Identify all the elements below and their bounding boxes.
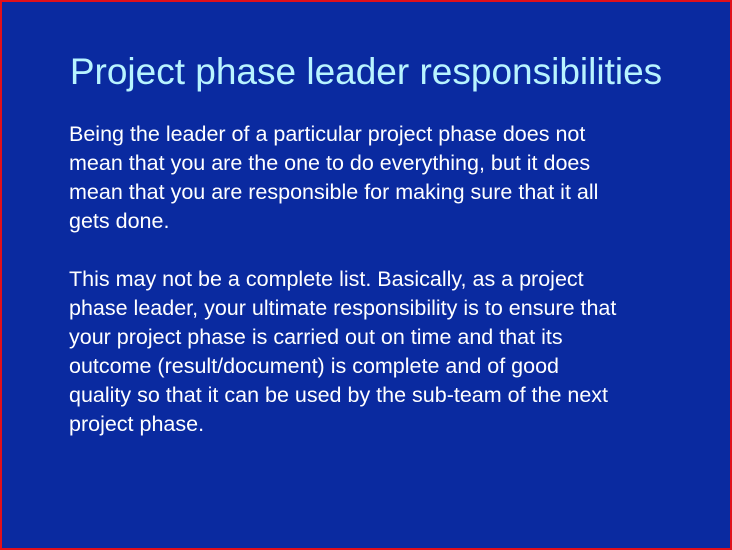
slide-body: Being the leader of a particular project…: [69, 120, 709, 439]
paragraph-intro: Being the leader of a particular project…: [69, 122, 599, 233]
slide-title: Project phase leader responsibilities: [69, 51, 663, 92]
paragraph-summary: This may not be a complete list. Basical…: [69, 267, 617, 436]
